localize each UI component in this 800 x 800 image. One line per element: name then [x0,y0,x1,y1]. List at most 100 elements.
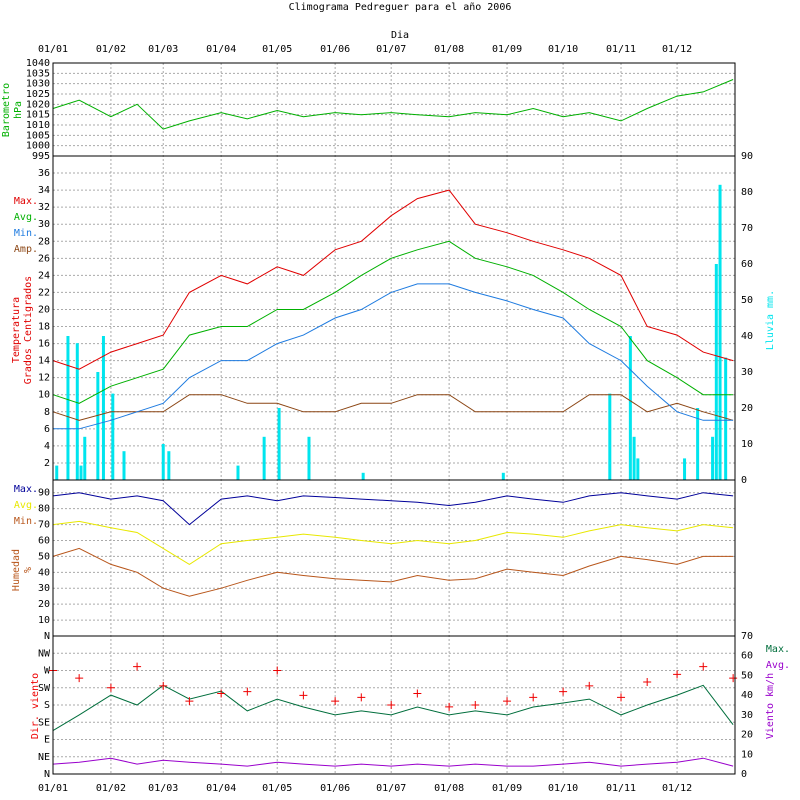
rain-bar [608,393,612,480]
wind-direction-tick-label: E [44,735,50,746]
y-tick-label: 1030 [26,79,50,90]
month-label-bottom: 01/02 [96,783,126,794]
wind-speed-tick-label: 60 [741,651,753,662]
rain-bar [83,436,87,480]
humidity-legend-min: Min. [14,516,38,527]
rain-bar [711,436,715,480]
y-tick-label: 18 [38,322,50,333]
wind-legend-avg: Avg. [766,660,790,671]
rain-bar [718,184,722,481]
rain-axis-tick-label: 90 [741,151,753,162]
wind-direction-axis-label: Dir. viento [30,673,41,739]
y-tick-label: 10 [38,390,50,401]
rain-axis-label: Lluvia mm. [765,290,776,350]
rain-axis-tick-label: 80 [741,187,753,198]
rain-axis-tick-label: 0 [741,475,747,486]
panel-frame [52,62,736,157]
y-tick-label: 1010 [26,120,50,131]
rain-bar [262,436,266,480]
rain-axis-tick-label: 50 [741,295,753,306]
wind-direction-marker [503,697,512,706]
temperature-min-line [53,283,734,430]
temperature-avg-line [52,240,734,404]
wind-direction-marker [243,687,252,696]
rain-bar [122,451,126,480]
rain-axis-tick-label: 40 [741,331,753,342]
wind-speed-tick-label: 30 [741,710,753,721]
rain-bar [307,436,311,480]
y-tick-label: 4 [44,441,50,452]
y-tick-label: 1015 [26,110,50,121]
wind-direction-tick-label: SE [38,717,50,728]
wind-avg-line [52,757,734,767]
wind-speed-tick-label: 40 [741,690,753,701]
y-tick-label: 40 [38,567,50,578]
y-tick-label: 20 [38,599,50,610]
y-tick-label: 2 [44,458,50,469]
rain-bar [277,408,281,480]
rain-bar [101,336,105,480]
y-tick-label: 28 [38,236,50,247]
month-label-bottom: 01/11 [606,783,636,794]
rain-axis-tick-label: 60 [741,259,753,270]
y-tick-label: 30 [38,219,50,230]
panel-frame [52,635,736,775]
barometer-series-line [52,79,734,130]
month-label-bottom: 01/08 [434,783,464,794]
rain-bar [724,357,728,480]
y-tick-label: 90 [38,488,50,499]
month-label-bottom: 01/05 [262,783,292,794]
wind-direction-marker [413,689,422,698]
barometer-axis-label: Barometro [1,83,12,137]
rain-bar [714,264,718,480]
wind-direction-tick-label: N [44,769,50,780]
rain-bar [236,465,240,480]
wind-direction-marker [75,674,84,683]
humidity-avg-line [52,520,734,565]
month-label-bottom: 01/03 [148,783,178,794]
wind-speed-tick-label: 20 [741,730,753,741]
y-tick-label: 70 [38,520,50,531]
humidity-axis-label: % [23,567,34,573]
wind-direction-marker [699,662,708,671]
wind-direction-marker [357,693,366,702]
rain-bar [501,472,505,480]
y-tick-label: 30 [38,583,50,594]
wind-speed-tick-label: 50 [741,670,753,681]
wind-direction-marker [133,662,142,671]
y-tick-label: 34 [38,185,50,196]
chart-title: Climograma Pedreguer para el año 2006 [289,2,512,13]
rain-bar [632,436,636,480]
wind-speed-axis-label: Viento km/h [765,673,776,739]
y-tick-label: 6 [44,424,50,435]
y-tick-label: 36 [38,168,50,179]
humidity-legend-max: Max. [14,484,38,495]
temperature-legend-max: Max. [14,196,38,207]
y-tick-label: 1040 [26,58,50,69]
y-tick-label: 26 [38,253,50,264]
month-label-bottom: 01/12 [662,783,692,794]
wind-direction-marker [617,693,626,702]
rain-bar [696,408,700,480]
y-tick-label: 16 [38,339,50,350]
rain-bar [161,444,165,480]
y-tick-label: 32 [38,202,50,213]
wind-max-line [52,684,734,732]
humidity-legend-avg: Avg. [14,500,38,511]
temperature-amp-line [52,394,734,421]
y-tick-label: 22 [38,287,50,298]
rain-axis-tick-label: 30 [741,367,753,378]
y-tick-label: 1020 [26,99,50,110]
month-label-bottom: 01/06 [320,783,350,794]
y-tick-label: 1005 [26,130,50,141]
top-axis-label: Dia [391,30,409,41]
month-label-top: 01/01 [38,44,68,55]
rain-axis-tick-label: 70 [741,223,753,234]
wind-direction-marker [106,683,115,692]
y-tick-label: 12 [38,373,50,384]
wind-direction-marker [643,678,652,686]
y-tick-label: 14 [38,356,50,367]
wind-legend-max: Max. [766,644,790,655]
wind-direction-marker [445,702,454,711]
month-label-top: 01/03 [148,44,178,55]
